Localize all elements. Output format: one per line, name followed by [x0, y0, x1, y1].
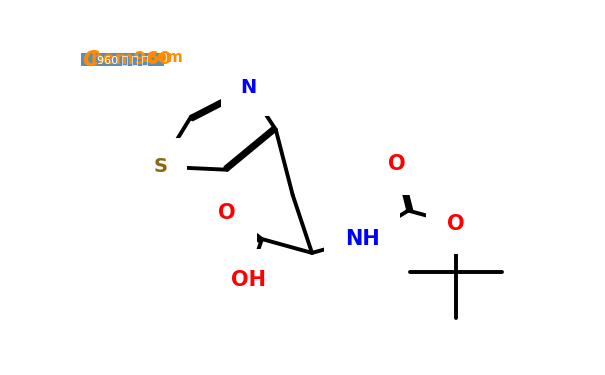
Text: O: O: [218, 203, 236, 223]
Text: N: N: [240, 78, 256, 97]
Text: NH: NH: [345, 229, 379, 249]
Text: OH: OH: [231, 270, 266, 290]
Text: 960 化 工 网: 960 化 工 网: [97, 55, 148, 64]
Text: S: S: [153, 157, 168, 176]
Text: C: C: [82, 50, 98, 70]
Text: O: O: [388, 154, 405, 174]
FancyBboxPatch shape: [81, 53, 164, 66]
Text: O: O: [447, 214, 465, 234]
Text: hem960: hem960: [90, 50, 171, 68]
Text: .com: .com: [143, 50, 183, 65]
